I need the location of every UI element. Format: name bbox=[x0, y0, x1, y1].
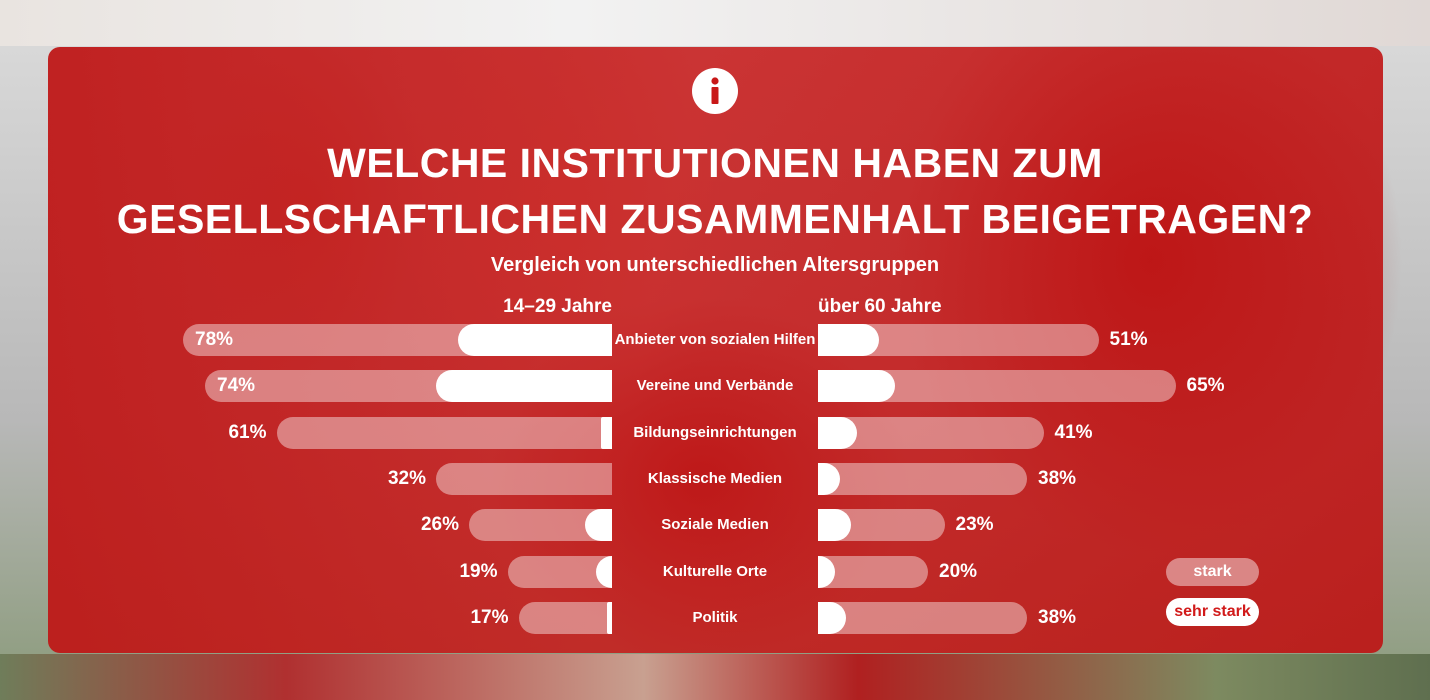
chart-row: 61% Bildungseinrichtungen 41% bbox=[0, 417, 1430, 449]
legend-sehr-stark: sehr stark bbox=[1166, 598, 1259, 626]
bar-old-sehr-stark bbox=[818, 370, 895, 402]
background-top bbox=[0, 0, 1430, 46]
bar-old-sehr-stark bbox=[818, 602, 846, 634]
chart-row: 26% Soziale Medien 23% bbox=[0, 509, 1430, 541]
value-label-old: 20% bbox=[939, 561, 978, 582]
background-bottom bbox=[0, 654, 1430, 700]
value-label-young: 74% bbox=[217, 375, 256, 396]
bar-old-sehr-stark bbox=[818, 556, 835, 588]
bar-young-sehr-stark bbox=[601, 417, 612, 449]
bar-young-sehr-stark bbox=[458, 324, 612, 356]
infographic-panel bbox=[48, 47, 1383, 653]
bar-young-stark bbox=[436, 463, 612, 495]
group-label-old: über 60 Jahre bbox=[818, 296, 942, 317]
bar-old-stark bbox=[818, 463, 1027, 495]
chart-row: 74% Vereine und Verbände 65% bbox=[0, 370, 1430, 402]
bar-old-sehr-stark bbox=[818, 417, 857, 449]
bar-old-sehr-stark bbox=[818, 463, 840, 495]
value-label-young: 32% bbox=[387, 468, 426, 489]
bar-young-stark bbox=[518, 602, 612, 634]
category-label: Klassische Medien bbox=[647, 470, 783, 487]
chart-row: 17% Politik 38% bbox=[0, 602, 1430, 634]
category-label: Soziale Medien bbox=[661, 516, 769, 533]
category-label: Anbieter von sozialen Hilfen bbox=[614, 331, 816, 348]
bar-young-stark bbox=[276, 417, 612, 449]
value-label-young: 78% bbox=[195, 329, 234, 350]
value-label-young: 17% bbox=[470, 607, 509, 628]
chart-row: 78% Anbieter von sozialen Hilfen 51% bbox=[0, 324, 1430, 356]
chart-title-line-2: GESELLSCHAFTLICHEN ZUSAMMENHALT BEIGETRA… bbox=[116, 196, 1314, 242]
chart-title-line-1: WELCHE INSTITUTIONEN HABEN ZUM bbox=[327, 140, 1103, 186]
value-label-old: 65% bbox=[1186, 375, 1225, 396]
bar-old-sehr-stark bbox=[818, 324, 879, 356]
category-label: Bildungseinrichtungen bbox=[633, 424, 797, 441]
value-label-old: 41% bbox=[1054, 422, 1093, 443]
legend-stark: stark bbox=[1166, 558, 1259, 586]
chart-subtitle: Vergleich von unterschiedlichen Altersgr… bbox=[490, 254, 940, 276]
group-label-young: 14–29 Jahre bbox=[503, 296, 612, 317]
bar-young-sehr-stark bbox=[606, 602, 612, 634]
chart-row: 32% Klassische Medien 38% bbox=[0, 463, 1430, 495]
info-icon bbox=[692, 68, 738, 114]
bar-young-sehr-stark bbox=[595, 556, 612, 588]
value-label-old: 23% bbox=[955, 514, 994, 535]
value-label-young: 19% bbox=[459, 561, 498, 582]
bar-young-sehr-stark bbox=[436, 370, 612, 402]
value-label-old: 38% bbox=[1038, 468, 1077, 489]
bar-young-stark bbox=[507, 556, 612, 588]
chart-row: 19% Kulturelle Orte 20% bbox=[0, 556, 1430, 588]
bar-young-sehr-stark bbox=[584, 509, 612, 541]
value-label-young: 61% bbox=[228, 422, 267, 443]
category-label: Kulturelle Orte bbox=[662, 563, 768, 580]
category-label: Vereine und Verbände bbox=[636, 377, 794, 394]
bar-old-stark bbox=[818, 602, 1027, 634]
category-label: Politik bbox=[692, 609, 738, 626]
value-label-old: 51% bbox=[1109, 329, 1148, 350]
value-label-young: 26% bbox=[420, 514, 459, 535]
bar-old-sehr-stark bbox=[818, 509, 851, 541]
bar-old-stark bbox=[818, 556, 928, 588]
value-label-old: 38% bbox=[1038, 607, 1077, 628]
